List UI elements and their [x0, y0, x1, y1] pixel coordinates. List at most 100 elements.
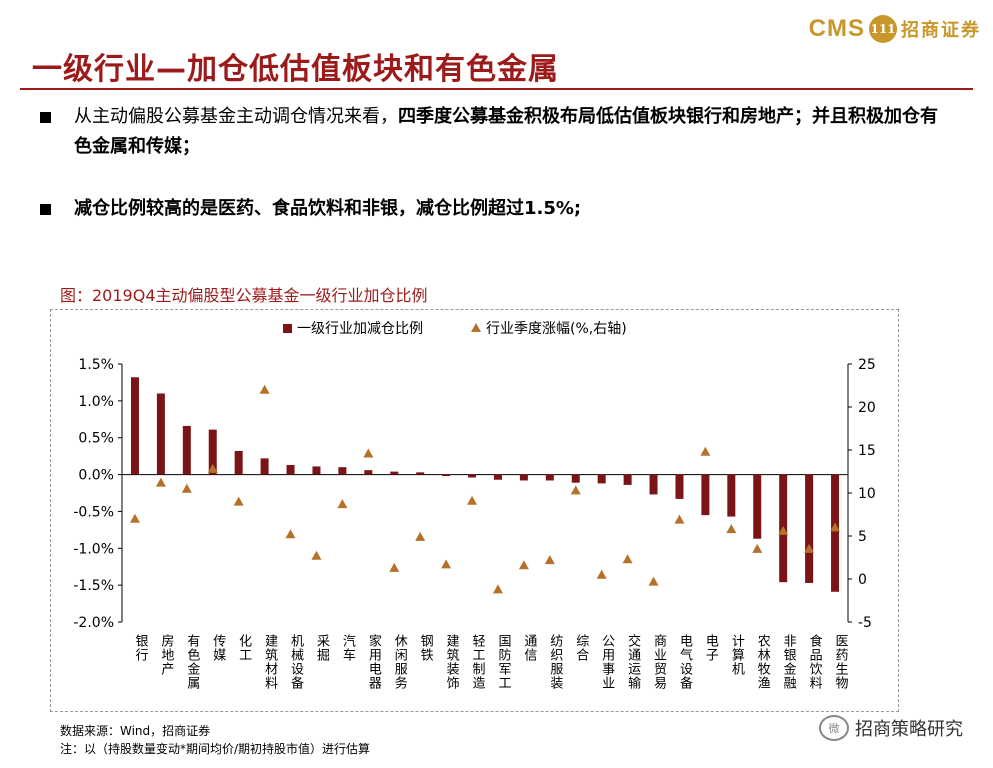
- x-tick-label: 有色金属: [184, 634, 200, 690]
- bar-汽车: [338, 467, 347, 475]
- bar-轻工制造: [468, 474, 477, 478]
- x-tick-label: 轻工制造: [470, 634, 486, 690]
- bar-机械设备: [286, 464, 295, 475]
- marker-轻工制造: [467, 495, 478, 505]
- legend-marker-swatch: [471, 323, 481, 332]
- y-left-tick-label: 1.0%: [78, 394, 114, 410]
- cms-logo: CMS 111 招商证券: [809, 12, 981, 46]
- bullet-2-bold: 减仓比例较高的是医药、食品饮料和非银，减仓比例超过1.5%;: [74, 198, 582, 219]
- marker-传媒: [207, 463, 218, 473]
- x-tick-label: 电子: [703, 634, 719, 662]
- bar-纺织服装: [545, 474, 554, 481]
- page-title: 一级行业—加仓低估值板块和有色金属: [32, 52, 559, 87]
- logo-seal-icon: 111: [869, 15, 897, 43]
- bar-银行: [130, 377, 139, 475]
- bar-农林牧渔: [753, 474, 762, 539]
- data-note: 注：以（持股数量变动*期间均价/期初持股市值）进行估算: [60, 742, 371, 756]
- marker-食品饮料: [804, 543, 815, 553]
- marker-汽车: [337, 499, 348, 509]
- figure-title: 图：2019Q4主动偏股型公募基金一级行业加仓比例: [60, 286, 428, 305]
- marker-计算机: [726, 524, 737, 534]
- bullet-1-normal: 从主动偏股公募基金主动调仓情况来看，: [74, 106, 398, 127]
- wechat-account: 微 招商策略研究: [819, 715, 963, 741]
- bar-通信: [519, 474, 528, 481]
- title-divider: [20, 88, 973, 90]
- legend-marker-label: 行业季度涨幅(%,右轴): [486, 321, 627, 337]
- marker-化工: [233, 496, 244, 506]
- marker-建筑装饰: [441, 559, 452, 569]
- bullet-1-bold: 四季度公募基金积极布局低估值板块银行和房地产；并且积极加仓有色金属和传媒；: [74, 106, 938, 157]
- x-tick-label: 非银金融: [781, 634, 797, 690]
- chart-frame: [50, 309, 899, 712]
- x-tick-label: 机械设备: [288, 634, 304, 690]
- bar-电子: [701, 474, 710, 516]
- data-source: 数据来源：Wind，招商证券: [60, 724, 211, 738]
- x-tick-label: 通信: [521, 634, 537, 662]
- marker-电子: [700, 446, 711, 456]
- bar-建筑材料: [260, 458, 269, 475]
- x-tick-label: 国防军工: [495, 634, 511, 690]
- bar-公用事业: [597, 474, 606, 484]
- bar-食品饮料: [805, 474, 814, 583]
- x-tick-label: 家用电器: [366, 633, 382, 690]
- marker-公用事业: [596, 569, 607, 579]
- bar-钢铁: [416, 472, 425, 475]
- marker-国防军工: [492, 584, 503, 594]
- marker-休闲服务: [389, 562, 400, 572]
- logo-text-latin: CMS: [808, 15, 865, 42]
- y-right-tick-label: 5: [858, 529, 867, 545]
- x-tick-label: 农林牧渔: [755, 634, 771, 690]
- legend-bar-label: 一级行业加减仓比例: [297, 321, 423, 337]
- x-tick-label: 采掘: [314, 634, 330, 662]
- marker-银行: [129, 513, 140, 523]
- bar-综合: [571, 474, 580, 483]
- y-right-tick-label: -5: [858, 615, 872, 631]
- marker-机械设备: [285, 529, 296, 539]
- bar-建筑装饰: [442, 474, 451, 477]
- x-tick-label: 建筑材料: [262, 634, 278, 690]
- y-right-tick-label: 15: [858, 443, 876, 459]
- x-tick-label: 传媒: [210, 634, 226, 662]
- x-tick-label: 纺织服装: [547, 634, 563, 690]
- bar-传媒: [208, 429, 217, 475]
- bar-商业贸易: [649, 474, 658, 495]
- bar-房地产: [156, 393, 165, 475]
- x-tick-label: 休闲服务: [392, 634, 408, 690]
- bullet-square-icon: [40, 112, 51, 123]
- bar-休闲服务: [390, 471, 399, 475]
- x-tick-label: 钢铁: [418, 634, 434, 662]
- marker-医药生物: [830, 522, 841, 532]
- bar-化工: [234, 450, 243, 475]
- y-left-tick-label: 0.5%: [78, 431, 114, 447]
- marker-综合: [570, 485, 581, 495]
- bar-电气设备: [675, 474, 684, 499]
- marker-商业贸易: [648, 576, 659, 586]
- marker-房地产: [155, 477, 166, 487]
- marker-家用电器: [363, 448, 374, 458]
- marker-交通运输: [622, 554, 633, 564]
- x-tick-label: 银行: [132, 634, 148, 662]
- bar-交通运输: [623, 474, 632, 485]
- marker-非银金融: [778, 525, 789, 535]
- bar-国防军工: [493, 474, 502, 480]
- x-tick-label: 房地产: [158, 633, 174, 676]
- y-left-tick-label: 0.0%: [78, 468, 114, 484]
- wechat-icon: 微: [819, 715, 849, 741]
- y-right-tick-label: 20: [858, 400, 876, 416]
- x-tick-label: 食品饮料: [807, 633, 823, 690]
- x-tick-label: 医药生物: [833, 634, 849, 690]
- marker-通信: [518, 560, 529, 570]
- bullet-square-icon: [40, 204, 51, 215]
- marker-钢铁: [415, 531, 426, 541]
- y-left-tick-label: -1.5%: [73, 578, 114, 594]
- x-tick-label: 公用事业: [599, 634, 615, 690]
- bar-家用电器: [364, 470, 373, 475]
- marker-农林牧渔: [752, 543, 763, 553]
- legend-bar-swatch: [283, 324, 292, 333]
- bar-医药生物: [831, 474, 840, 592]
- marker-纺织服装: [544, 555, 555, 565]
- y-right-tick-label: 10: [858, 486, 876, 502]
- x-tick-label: 化工: [236, 634, 252, 662]
- y-left-tick-label: 1.5%: [78, 357, 114, 373]
